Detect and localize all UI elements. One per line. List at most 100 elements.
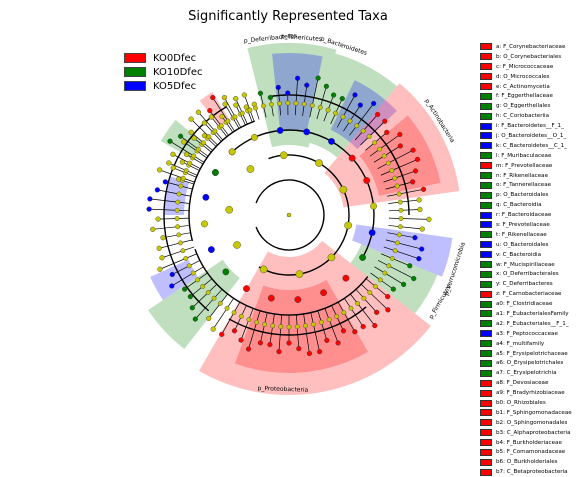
tip-node <box>211 327 216 332</box>
inner-node <box>175 225 179 229</box>
tree-branch <box>158 218 189 219</box>
inner-node <box>175 208 179 212</box>
taxa-key-label: b1: F_Sphingomonadaceae <box>496 410 572 416</box>
tip-node <box>267 342 272 347</box>
inner-node <box>368 290 372 294</box>
tip-node <box>371 101 376 106</box>
inner-node <box>213 129 217 133</box>
clade-node <box>226 206 233 213</box>
clade-node <box>340 186 347 193</box>
inner-node <box>387 264 391 268</box>
taxa-key-item: q: C_Bacteroidia <box>480 200 576 210</box>
taxa-key-item: h: C_Coriobacteriia <box>480 111 576 121</box>
inner-node <box>397 192 401 196</box>
inner-node <box>181 249 185 253</box>
tip-node <box>170 272 175 277</box>
inner-node <box>240 111 244 115</box>
clade-node <box>370 203 376 209</box>
inner-node <box>383 271 387 275</box>
taxa-key-swatch <box>480 63 492 70</box>
tip-node <box>184 152 189 157</box>
taxa-key-item: b3: C_Alphaproteobacteria <box>480 428 576 438</box>
inner-node <box>191 271 195 275</box>
inner-node <box>395 241 399 245</box>
tip-node <box>171 152 176 157</box>
taxa-key-item: z: F_Carnobacteriaceae <box>480 289 576 299</box>
clade-node <box>212 169 218 175</box>
taxa-key-item: a6: O_Erysipelotrichales <box>480 359 576 369</box>
tip-node <box>210 95 215 100</box>
taxa-key-label: q: C_Bacteroidia <box>496 202 542 208</box>
taxa-key-swatch <box>480 202 492 209</box>
tip-node <box>277 349 282 354</box>
tip-node <box>385 294 390 299</box>
tip-node <box>169 284 174 289</box>
tree-branch <box>159 240 192 248</box>
inner-node <box>303 324 307 328</box>
tip-node <box>413 235 418 240</box>
inner-node <box>397 233 401 237</box>
tip-node <box>232 328 237 333</box>
taxa-key-swatch <box>480 221 492 228</box>
inner-node <box>262 322 266 326</box>
taxa-key-swatch <box>480 251 492 258</box>
inner-node <box>177 233 181 237</box>
tip-node <box>156 217 161 222</box>
taxa-key-item: a: F_Corynebacteriaceae <box>480 42 576 52</box>
tip-node <box>324 338 329 343</box>
clade-node <box>201 221 207 227</box>
inner-node <box>277 101 281 105</box>
taxa-key-label: y: C_Deferribacteres <box>496 281 553 287</box>
clade-node <box>268 295 274 301</box>
taxa-key-swatch <box>480 241 492 248</box>
taxa-key-label: l: F_Muribaculaceae <box>496 153 551 159</box>
clade-node <box>223 269 229 275</box>
taxa-key-swatch <box>480 469 492 476</box>
taxa-key-label: b2: O_Sphingomonadales <box>496 420 567 426</box>
inner-node <box>269 102 273 106</box>
inner-node <box>302 102 306 106</box>
taxa-key-swatch <box>480 350 492 357</box>
taxa-key-item: o: F_Tannerellaceae <box>480 180 576 190</box>
tip-node <box>352 329 357 334</box>
inner-node <box>318 105 322 109</box>
inner-node <box>247 317 251 321</box>
legend-item-ko0dfec: KO0Dfec <box>124 51 202 65</box>
taxa-key-item: u: O_Bacteroidales <box>480 240 576 250</box>
taxa-key-item: b7: C_Betaproteobacteria <box>480 467 576 477</box>
taxa-key-item: a4: F_multifamily <box>480 339 576 349</box>
inner-node <box>192 154 196 158</box>
tip-node <box>188 294 193 299</box>
inner-node <box>201 141 205 145</box>
tip-node <box>385 307 390 312</box>
legend-label: KO5Dfec <box>153 81 196 92</box>
tip-node <box>417 198 422 203</box>
tip-node <box>307 351 312 356</box>
tip-node <box>182 287 187 292</box>
taxa-key-swatch <box>480 370 492 377</box>
tip-node <box>181 140 186 145</box>
taxa-key-swatch <box>480 261 492 268</box>
inner-node <box>327 317 331 321</box>
taxa-key-swatch <box>480 330 492 337</box>
tip-node <box>246 347 251 352</box>
clade-node <box>328 138 334 144</box>
tip-node <box>340 96 345 101</box>
inner-node <box>390 168 394 172</box>
taxa-key-item: a8: F_Devosiaceae <box>480 378 576 388</box>
taxa-key-label: a6: O_Erysipelotrichales <box>496 360 563 366</box>
taxa-key-swatch <box>480 103 492 110</box>
taxa-key-label: i: F_Bacteroidetes__F_1_ <box>496 123 564 129</box>
taxa-key-swatch <box>480 400 492 407</box>
inner-node <box>382 154 386 158</box>
tree-branch <box>389 218 429 219</box>
clade-node <box>208 246 214 252</box>
inner-node <box>226 119 230 123</box>
tip-node <box>295 76 300 81</box>
taxa-key-swatch <box>480 419 492 426</box>
tip-node <box>180 160 185 165</box>
inner-node <box>196 278 200 282</box>
taxa-key-label: b5: F_Comamonadaceae <box>496 449 565 455</box>
inner-node <box>362 296 366 300</box>
inner-node <box>326 108 330 112</box>
